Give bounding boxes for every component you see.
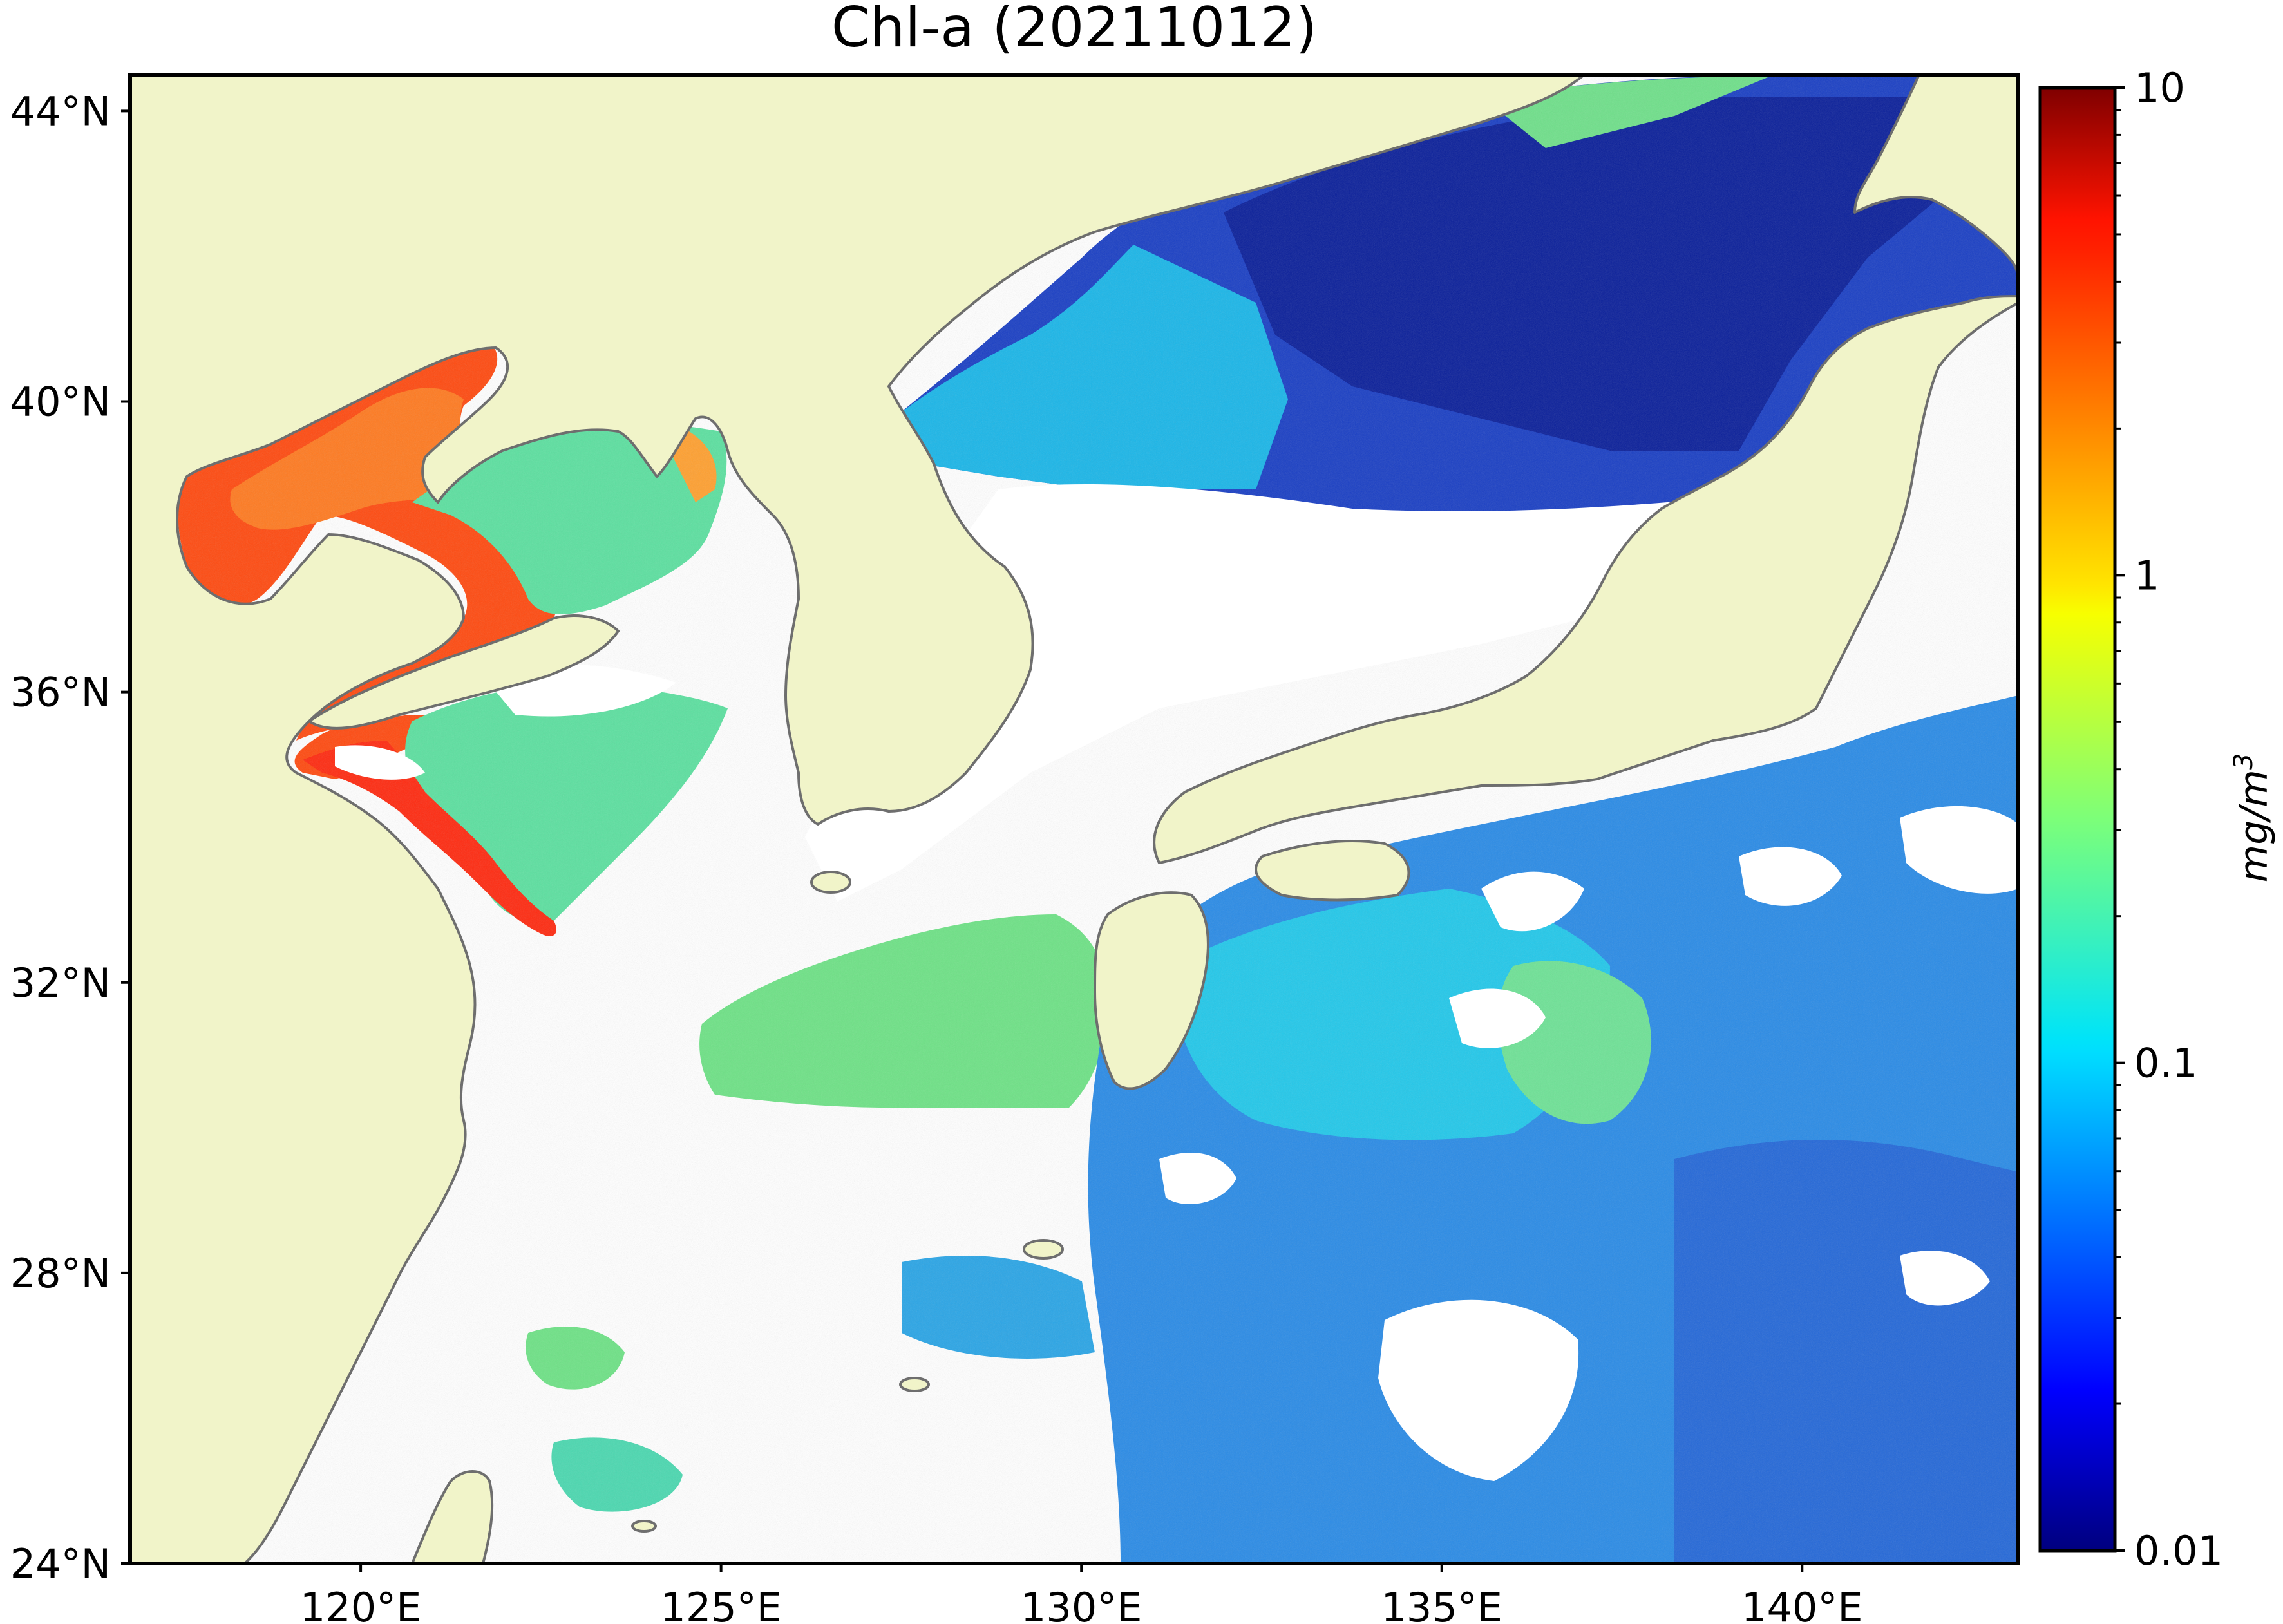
chlorophyll-layer [130, 75, 2018, 1563]
colorbar-label: mg/m3 [2229, 753, 2277, 883]
longitude-axis: 120°E 125°E 130°E 135°E 140°E [300, 1563, 1863, 1624]
colorbar-label-unit: mg/m [2231, 770, 2277, 882]
lon-tick-label: 135°E [1381, 1584, 1502, 1624]
land-china-korea [130, 75, 1586, 1563]
latitude-axis: 44°N 40°N 36°N 32°N 28°N 24°N [10, 88, 130, 1587]
colorbar-label-superscript: 3 [2229, 753, 2259, 770]
map-panel [130, 75, 2018, 1563]
land-ryukyu-a [1023, 1239, 1064, 1260]
land-layer [130, 75, 2018, 1563]
land-japan-shikoku [1255, 840, 1410, 902]
land-jeju [810, 871, 851, 894]
lat-tick-label: 40°N [10, 379, 111, 426]
colorbar-tick-label: 1 [2134, 552, 2159, 599]
land-ryukyu-b [899, 1377, 930, 1392]
land-japan-kyushu [1094, 891, 1209, 1090]
colorbar-frame [2038, 86, 2117, 1553]
lat-tick-label: 44°N [10, 88, 111, 135]
colorbar-tick-label: 0.01 [2134, 1527, 2223, 1574]
map-frame-outer [128, 73, 2020, 1565]
colorbar: 10 1 0.1 0.01 mg/m3 [2038, 64, 2277, 1574]
colorbar-tick-label: 0.1 [2134, 1040, 2198, 1087]
land-japan-honshu [1153, 295, 2018, 864]
lon-tick-label: 140°E [1741, 1584, 1863, 1624]
map-title: Chl-a (20211012) [831, 0, 1317, 60]
lon-tick-label: 120°E [300, 1584, 422, 1624]
land-shandong [308, 614, 620, 730]
lon-tick-label: 130°E [1021, 1584, 1142, 1624]
colorbar-ticks: 10 1 0.1 0.01 [2115, 64, 2223, 1574]
land-taiwan [411, 1470, 494, 1563]
colorbar-tick-label: 10 [2134, 64, 2185, 111]
lon-tick-label: 125°E [660, 1584, 782, 1624]
lat-tick-label: 28°N [10, 1250, 111, 1297]
lat-tick-label: 36°N [10, 669, 111, 716]
lat-tick-label: 32°N [10, 959, 111, 1006]
colorbar-gradient [2040, 88, 2115, 1551]
lat-tick-label: 24°N [10, 1540, 111, 1587]
land-ryukyu-c [631, 1520, 657, 1533]
land-japan-hokkaido [1853, 75, 2018, 285]
